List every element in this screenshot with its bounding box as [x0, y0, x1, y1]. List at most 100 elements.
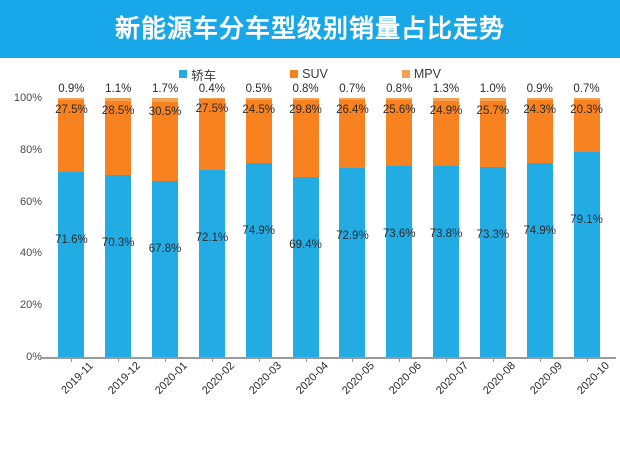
bar-group[interactable]: 1.7% 30.5% 67.8% [143, 83, 187, 362]
y-axis-tick-label: 100% [13, 92, 42, 104]
bar-segment-suv[interactable]: 30.5% [149, 102, 181, 182]
x-axis-tickmark [71, 357, 73, 362]
x-axis-category-label: 2020-02 [199, 359, 237, 397]
bar-group[interactable]: 1.3% 24.9% 73.8% [424, 83, 468, 362]
bar-label-car: 74.9% [242, 225, 276, 238]
bar-segment-car[interactable]: 73.6% [383, 166, 416, 357]
x-axis-tickmark [258, 357, 260, 362]
x-axis-tickmark [446, 357, 448, 362]
bar-segment-car[interactable]: 73.3% [477, 167, 509, 357]
stacked-bar[interactable]: 0.7% 20.3% 79.1% [570, 83, 603, 357]
bar-label-suv: 27.5% [195, 103, 229, 116]
bar-label-car: 69.4% [289, 239, 322, 252]
bar-label-mpv: 0.8% [292, 83, 319, 96]
chart-legend: 轿车 SUV MPV [0, 58, 620, 84]
bar-label-mpv: 1.1% [105, 83, 132, 96]
legend-item-suv[interactable]: SUV [290, 67, 328, 81]
bar-group[interactable]: 1.0% 25.7% 73.3% [471, 83, 515, 362]
y-axis: 0% 20% 40% 60% 80% 100% [0, 84, 620, 465]
bar-segment-suv[interactable]: 20.3% [570, 99, 603, 153]
x-axis-category: 2019-11 [49, 360, 96, 421]
bar-segment-car[interactable]: 72.9% [336, 168, 369, 357]
bar-segment-car[interactable]: 72.1% [196, 170, 228, 357]
stacked-bar[interactable]: 1.0% 25.7% 73.3% [477, 83, 509, 357]
bar-segment-mpv[interactable]: 0.9% [58, 83, 85, 101]
bar-group[interactable]: 0.7% 26.4% 72.9% [330, 83, 374, 362]
bar-segment-mpv[interactable]: 0.4% [199, 83, 225, 100]
bar-segment-car[interactable]: 74.9% [523, 163, 556, 357]
bar-label-suv: 24.5% [242, 103, 276, 116]
bar-segment-mpv[interactable]: 1.3% [433, 83, 459, 102]
stacked-bar[interactable]: 0.9% 24.3% 74.9% [523, 83, 556, 357]
bar-segment-suv[interactable]: 24.5% [242, 99, 275, 164]
bar-segment-car[interactable]: 73.8% [430, 165, 462, 357]
bar-segment-mpv[interactable]: 0.9% [527, 83, 553, 101]
bar-label-car: 74.9% [523, 225, 556, 238]
bar-segment-mpv[interactable]: 0.8% [386, 83, 412, 101]
x-axis-tickmark [118, 357, 120, 362]
stacked-bar[interactable]: 0.8% 29.8% 69.4% [289, 83, 322, 357]
bar-segment-suv[interactable]: 28.5% [102, 101, 135, 175]
stacked-bar[interactable]: 0.9% 27.5% 71.6% [55, 83, 88, 357]
stacked-bar[interactable]: 0.7% 26.4% 72.9% [336, 83, 369, 357]
bar-label-mpv: 0.7% [339, 83, 366, 96]
bar-segment-suv[interactable]: 24.9% [430, 101, 462, 166]
x-axis-category: 2020-05 [330, 359, 378, 421]
bar-group[interactable]: 0.8% 25.6% 73.6% [377, 83, 421, 362]
bar-segment-car[interactable]: 69.4% [289, 177, 322, 357]
y-axis-tick-label: 60% [19, 195, 42, 208]
bar-label-car: 70.3% [101, 236, 135, 249]
bar-segment-mpv[interactable]: 0.5% [246, 83, 272, 100]
bar-label-suv: 26.4% [336, 103, 369, 116]
bar-segment-car[interactable]: 74.9% [242, 163, 275, 357]
x-axis-category-label: 2020-09 [527, 359, 565, 397]
bar-segment-mpv[interactable]: 0.7% [339, 83, 365, 100]
stacked-bar[interactable]: 0.4% 27.5% 72.1% [196, 83, 228, 357]
bar-segment-mpv[interactable]: 1.1% [105, 83, 131, 102]
bar-segment-suv[interactable]: 27.5% [196, 99, 228, 171]
bar-group[interactable]: 0.9% 27.5% 71.6% [49, 83, 93, 362]
x-axis-category: 2020-10 [565, 360, 611, 421]
bar-segment-car[interactable]: 71.6% [55, 171, 88, 357]
bar-segment-suv[interactable]: 24.3% [523, 100, 556, 164]
stacked-bar[interactable]: 1.3% 24.9% 73.8% [430, 83, 462, 357]
bar-label-mpv: 1.0% [479, 83, 506, 96]
y-axis-tick-label: 20% [19, 299, 42, 312]
bar-label-mpv: 0.9% [526, 83, 553, 95]
x-axis-line [40, 357, 616, 359]
x-axis-category-label: 2020-05 [340, 359, 378, 397]
bar-segment-car[interactable]: 70.3% [102, 174, 135, 357]
bar-segment-suv[interactable]: 29.8% [289, 100, 322, 178]
y-axis-tick-label: 0% [26, 351, 42, 363]
bar-segment-mpv[interactable]: 1.0% [480, 83, 506, 101]
bar-label-suv: 20.3% [570, 103, 603, 116]
stacked-bar[interactable]: 0.5% 24.5% 74.9% [242, 83, 275, 357]
bar-group[interactable]: 0.4% 27.5% 72.1% [190, 83, 234, 362]
y-axis-tick-label: 40% [19, 247, 42, 260]
bar-label-car: 73.6% [382, 228, 416, 241]
bar-segment-suv[interactable]: 25.6% [383, 100, 416, 167]
bar-segment-car[interactable]: 67.8% [149, 181, 181, 357]
x-axis-tickmark [399, 357, 401, 362]
legend-item-mpv[interactable]: MPV [401, 67, 441, 81]
bar-group[interactable]: 1.1% 28.5% 70.3% [96, 83, 140, 362]
bar-segment-mpv[interactable]: 0.7% [573, 83, 600, 100]
stacked-bar[interactable]: 0.8% 25.6% 73.6% [383, 83, 416, 357]
bar-segment-suv[interactable]: 26.4% [336, 99, 369, 169]
x-axis-category: 2020-02 [190, 359, 237, 421]
stacked-bar[interactable]: 1.7% 30.5% 67.8% [149, 83, 181, 357]
x-axis-tickmark [586, 357, 588, 362]
bar-group[interactable]: 0.7% 20.3% 79.1% [565, 83, 609, 362]
bar-segment-mpv[interactable]: 1.7% [152, 83, 178, 103]
bar-group[interactable]: 0.9% 24.3% 74.9% [518, 83, 562, 362]
bar-group[interactable]: 0.5% 24.5% 74.9% [237, 83, 281, 362]
bar-segment-mpv[interactable]: 0.8% [292, 83, 319, 101]
stacked-bar[interactable]: 1.1% 28.5% 70.3% [102, 83, 135, 357]
bar-label-car: 73.8% [429, 227, 463, 240]
bar-label-mpv: 0.7% [573, 83, 600, 95]
bar-group[interactable]: 0.8% 29.8% 69.4% [284, 83, 328, 362]
bar-segment-suv[interactable]: 27.5% [55, 100, 88, 172]
legend-item-car[interactable]: 轿车 [179, 65, 216, 84]
bar-segment-car[interactable]: 79.1% [570, 152, 603, 357]
bar-segment-suv[interactable]: 25.7% [477, 100, 509, 168]
